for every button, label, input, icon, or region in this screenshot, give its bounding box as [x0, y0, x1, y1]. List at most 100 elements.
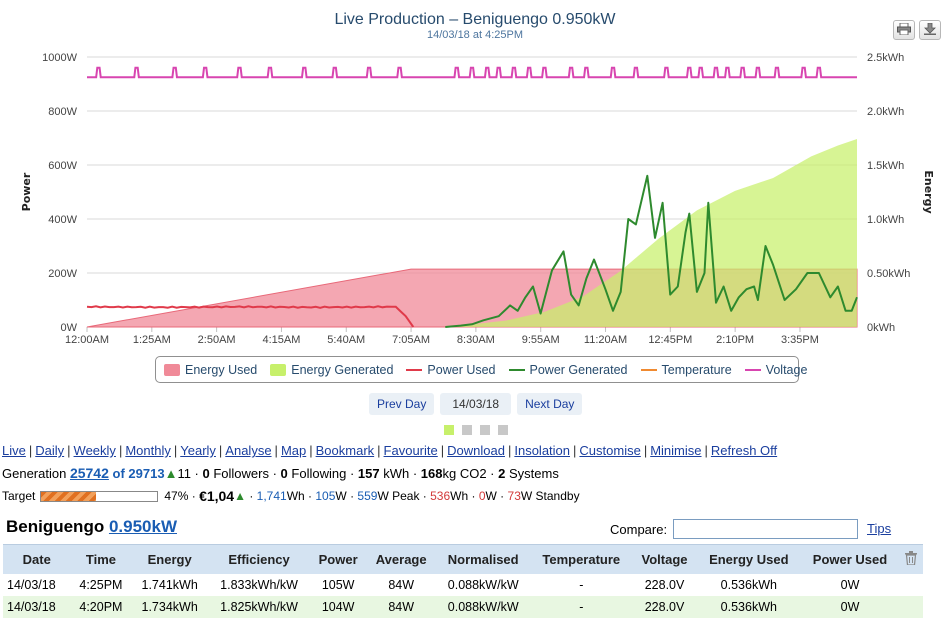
menu-link-bookmark[interactable]: Bookmark [315, 443, 375, 458]
menu-link-refresh-off[interactable]: Refresh Off [710, 443, 778, 458]
cell-normalised: 0.088kW/kW [436, 595, 531, 618]
legend-label: Energy Used [185, 362, 258, 377]
column-header-time[interactable]: Time [70, 544, 132, 574]
cell-time: 4:25PM [79, 577, 123, 592]
menu-separator: | [173, 443, 178, 458]
column-header-energy[interactable]: Energy [131, 544, 208, 574]
x-tick-label: 3:35PM [781, 334, 819, 346]
export-value: 0 [478, 489, 486, 503]
y-left-tick-label: 600W [48, 160, 77, 172]
column-header-normalised[interactable]: Normalised [436, 544, 531, 574]
tips-link[interactable]: Tips [867, 521, 892, 536]
menu-link-download[interactable]: Download [447, 443, 505, 458]
page-dot-1[interactable] [444, 425, 454, 435]
column-header-power-used[interactable]: Power Used [800, 544, 900, 574]
cell-average: 84W [388, 577, 415, 592]
compare-input[interactable] [673, 519, 859, 539]
cell-power: 104W [310, 595, 367, 618]
energy-unit: Wh [286, 489, 305, 503]
energy-value: 1,741 [256, 489, 287, 503]
power-generated-line [445, 174, 858, 328]
legend-label: Voltage [765, 362, 808, 377]
next-day-button[interactable]: Next Day [517, 393, 583, 415]
export-chart-button[interactable] [919, 20, 941, 40]
menu-link-daily[interactable]: Daily [35, 443, 65, 458]
y-left-tick-label: 800W [48, 106, 77, 118]
target-progress-bar [40, 490, 159, 502]
cell-temperature: - [579, 577, 584, 592]
x-tick-label: 5:40AM [327, 334, 365, 346]
menu-separator: | [118, 443, 123, 458]
standby-value: 73 [507, 489, 521, 503]
legend-label: Energy Generated [291, 362, 394, 377]
y-right-tick-label: 1.0kWh [867, 214, 904, 226]
column-header-average[interactable]: Average [366, 544, 437, 574]
column-header-power[interactable]: Power [310, 544, 367, 574]
kwh-value: 157 [357, 466, 380, 481]
column-header-voltage[interactable]: Voltage [632, 544, 697, 574]
cell-date: 14/03/18 [7, 577, 56, 592]
print-chart-button[interactable] [893, 20, 915, 40]
menu-link-weekly[interactable]: Weekly [73, 443, 116, 458]
y-right-tick-label: 2.5kWh [867, 52, 904, 64]
generation-rank-link[interactable]: 25742 [69, 465, 109, 481]
page-dot-2[interactable] [462, 425, 472, 435]
table-row: 14/03/18 4:25PM 1.741kWh 1.833kWh/kW 105W 84W… [3, 574, 923, 596]
generation-label: Generation [2, 466, 67, 481]
legend-swatch [640, 368, 657, 371]
menu-link-insolation[interactable]: Insolation [514, 443, 571, 458]
column-header-energy-used[interactable]: Energy Used [696, 544, 801, 574]
delete-column-header [899, 544, 923, 574]
menu-link-live[interactable]: Live [2, 443, 26, 458]
legend-item-energy-used[interactable]: Energy Used [164, 363, 257, 377]
legend-swatch [744, 368, 761, 371]
menu-separator: | [440, 443, 445, 458]
menu-separator: | [28, 443, 33, 458]
trash-icon[interactable] [905, 550, 918, 568]
menu-link-yearly[interactable]: Yearly [180, 443, 216, 458]
menu-link-customise[interactable]: Customise [579, 443, 641, 458]
legend-label: Temperature [661, 362, 732, 377]
legend-item-power-generated[interactable]: Power Generated [508, 363, 628, 377]
y-left-axis-title: Power [20, 172, 33, 211]
legend-swatch [270, 363, 287, 376]
y-left-tick-label: 200W [48, 268, 77, 280]
cell-efficiency: 1.825kWh/kW [207, 595, 311, 618]
menu-separator: | [573, 443, 577, 458]
menu-link-favourite[interactable]: Favourite [383, 443, 438, 458]
column-header-temperature[interactable]: Temperature [530, 544, 633, 574]
legend-swatch [164, 363, 180, 376]
cell-average: 84W [366, 595, 437, 618]
page-dot-4[interactable] [498, 425, 508, 435]
menu-link-monthly[interactable]: Monthly [125, 443, 171, 458]
legend-item-power-used[interactable]: Power Used [406, 363, 496, 377]
menu-link-analyse[interactable]: Analyse [225, 443, 272, 458]
legend-item-voltage[interactable]: Voltage [744, 362, 808, 377]
x-tick-label: 2:10PM [716, 334, 754, 346]
column-header-date[interactable]: Date [3, 544, 71, 574]
systems-label: Systems [508, 466, 559, 481]
menu-link-minimise[interactable]: Minimise [650, 443, 702, 458]
prev-day-button[interactable]: Prev Day [369, 393, 435, 415]
x-tick-label: 12:00AM [65, 334, 109, 346]
cell-voltage: 228.0V [644, 577, 685, 592]
cell-empty [899, 595, 923, 618]
column-header-efficiency[interactable]: Efficiency [207, 544, 311, 574]
menu-link-map[interactable]: Map [280, 443, 307, 458]
system-size-link[interactable]: 0.950kW [108, 517, 177, 536]
standby-label: W Standby [520, 489, 580, 503]
y-right-tick-label: 0.50kWh [867, 268, 910, 280]
y-right-axis-title: Energy [922, 170, 935, 213]
printer-icon [897, 22, 911, 38]
peak-label: W Peak [377, 489, 420, 503]
system-name: Beniguengo [6, 517, 105, 536]
cell-energy-used: 0.536kWh [696, 595, 801, 618]
page-dot-3[interactable] [480, 425, 490, 435]
legend-item-temperature[interactable]: Temperature [640, 362, 732, 377]
legend-item-energy-generated[interactable]: Energy Generated [270, 363, 393, 377]
cell-voltage: 228.0V [632, 595, 697, 618]
power-value: 105 [315, 489, 336, 503]
current-date-button[interactable]: 14/03/18 [440, 393, 512, 415]
menu-separator: | [507, 443, 512, 458]
x-tick-label: 11:20AM [584, 334, 627, 346]
